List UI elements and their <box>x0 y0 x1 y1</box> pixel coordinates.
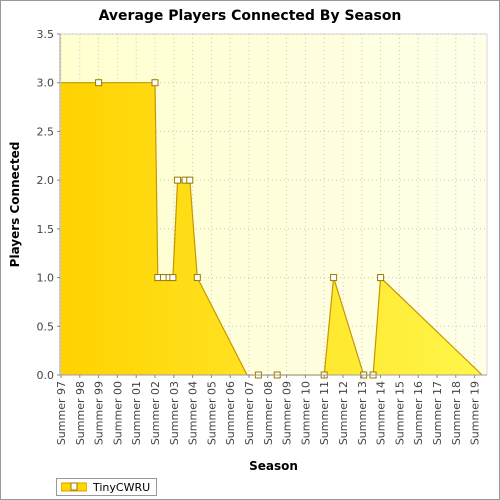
data-point <box>95 79 103 87</box>
data-point <box>186 176 194 184</box>
x-tick-label: Summer 19 <box>469 381 482 445</box>
x-tick-label: Summer 11 <box>318 381 331 445</box>
x-tick-label: Summer 10 <box>299 381 312 445</box>
y-tick-label: 3.0 <box>37 77 55 90</box>
y-tick-label: 0.0 <box>37 369 55 382</box>
x-tick-label: Summer 09 <box>281 381 294 445</box>
x-tick-label: Summer 15 <box>393 381 406 445</box>
x-tick-label: Summer 99 <box>93 381 106 445</box>
x-tick-label: Summer 07 <box>243 381 256 445</box>
plot-border <box>59 33 488 376</box>
legend: TinyCWRU <box>56 478 158 496</box>
x-tick-label: Summer 12 <box>337 381 350 445</box>
x-tick-label: Summer 05 <box>205 381 218 445</box>
y-axis-title: Players Connected <box>8 142 22 268</box>
legend-swatch <box>61 482 87 492</box>
y-tick-label: 3.5 <box>37 28 55 41</box>
x-tick-label: Summer 06 <box>224 381 237 445</box>
data-point <box>154 274 162 282</box>
y-tick-label: 2.0 <box>37 174 55 187</box>
series-area <box>61 82 483 375</box>
x-tick-label: Summer 13 <box>356 381 369 445</box>
y-tick-label: 2.5 <box>37 125 55 138</box>
data-point <box>330 274 338 282</box>
y-tick-label: 0.5 <box>37 320 55 333</box>
x-tick-label: Summer 98 <box>74 381 87 445</box>
data-point <box>159 274 167 282</box>
x-tick-label: Summer 14 <box>375 381 388 445</box>
data-point <box>377 274 385 282</box>
x-tick-label: Summer 02 <box>149 381 162 445</box>
x-tick-label: Summer 97 <box>55 381 68 445</box>
x-tick-label: Summer 08 <box>262 381 275 445</box>
x-tick-label: Summer 03 <box>168 381 181 445</box>
chart-title: Average Players Connected By Season <box>98 8 402 24</box>
x-tick-label: Summer 00 <box>111 381 124 445</box>
y-tick-label: 1.0 <box>37 272 55 285</box>
x-tick-label: Summer 01 <box>130 381 143 445</box>
data-point <box>169 274 177 282</box>
legend-label: TinyCWRU <box>93 480 151 494</box>
data-point <box>151 79 159 87</box>
data-point <box>174 176 182 184</box>
y-tick-label: 1.5 <box>37 223 55 236</box>
x-tick-label: Summer 16 <box>412 381 425 445</box>
x-tick-label: Summer 17 <box>431 381 444 445</box>
x-tick-label: Summer 18 <box>450 381 463 445</box>
data-point <box>193 274 201 282</box>
x-tick-label: Summer 04 <box>187 381 200 445</box>
x-axis-title: Season <box>249 459 298 473</box>
